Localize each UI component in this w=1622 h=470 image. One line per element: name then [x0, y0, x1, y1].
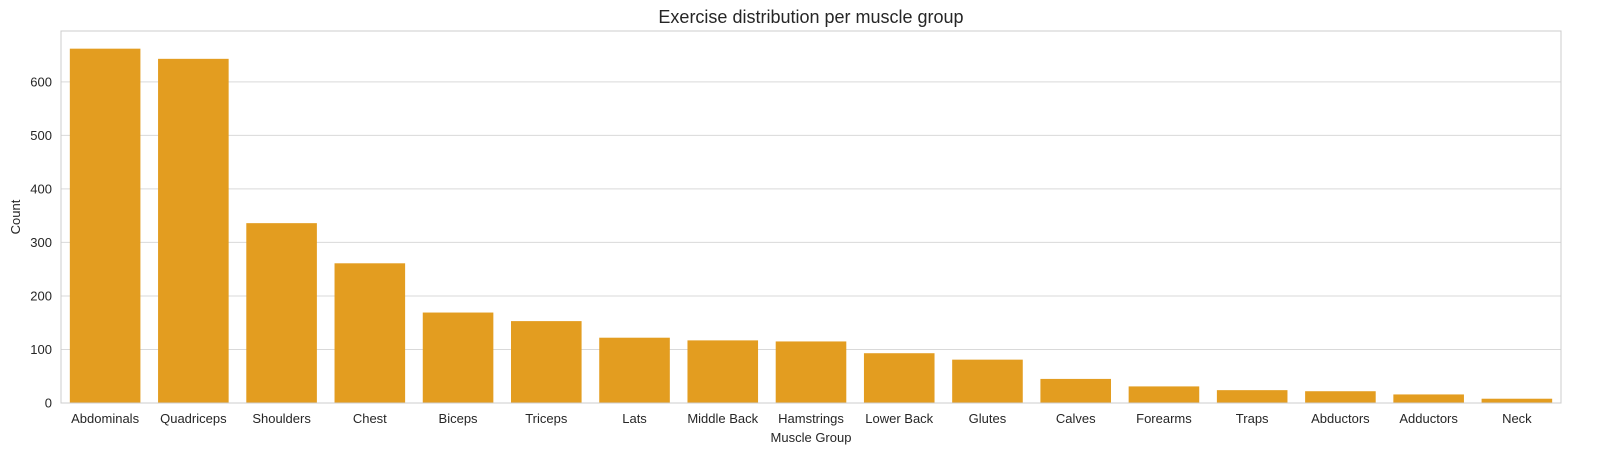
x-tick-label: Lower Back [865, 411, 933, 426]
bar-forearms [1128, 386, 1200, 403]
x-tick-label: Calves [1056, 411, 1096, 426]
x-tick-label: Abdominals [71, 411, 139, 426]
x-tick-label: Triceps [525, 411, 568, 426]
x-tick-label: Forearms [1136, 411, 1192, 426]
x-tick-label: Neck [1502, 411, 1532, 426]
bar-abdominals [69, 48, 141, 404]
x-axis-label: Muscle Group [771, 430, 852, 445]
y-tick-labels: 0 100 200 300 400 500 600 [30, 74, 52, 410]
y-tick-label: 0 [45, 396, 52, 411]
bar-biceps [422, 312, 494, 403]
bars [69, 48, 1553, 404]
bar-chest [334, 263, 406, 403]
x-tick-label: Shoulders [252, 411, 311, 426]
bar-quadriceps [158, 58, 229, 403]
bar-shoulders [246, 223, 317, 403]
x-tick-label: Traps [1236, 411, 1269, 426]
y-tick-label: 600 [30, 74, 52, 89]
y-tick-label: 500 [30, 128, 52, 143]
y-tick-label: 100 [30, 342, 52, 357]
y-tick-label: 200 [30, 288, 52, 303]
y-axis-label: Count [8, 199, 23, 234]
plot-frame [60, 30, 1562, 404]
x-tick-label: Adductors [1399, 411, 1458, 426]
x-tick-label: Middle Back [687, 411, 758, 426]
x-tick-label: Glutes [969, 411, 1007, 426]
bar-lower-back [863, 353, 935, 403]
x-tick-label: Lats [622, 411, 647, 426]
bar-hamstrings [775, 341, 847, 403]
x-tick-label: Abductors [1311, 411, 1370, 426]
x-tick-label: Quadriceps [160, 411, 227, 426]
x-tick-label: Chest [353, 411, 387, 426]
bar-calves [1040, 378, 1111, 403]
x-tick-labels: Abdominals Quadriceps Shoulders Chest Biceps… [71, 411, 1532, 426]
y-tick-label: 300 [30, 235, 52, 250]
x-tick-label: Hamstrings [778, 411, 844, 426]
bar-lats [599, 337, 670, 403]
bar-traps [1216, 390, 1288, 403]
x-tick-label: Biceps [439, 411, 479, 426]
bar-neck [1481, 398, 1553, 403]
bar-adductors [1393, 394, 1464, 403]
bar-abductors [1305, 391, 1376, 403]
bar-glutes [952, 359, 1023, 403]
chart-title: Exercise distribution per muscle group [658, 7, 963, 27]
bar-triceps [511, 321, 582, 403]
y-tick-label: 400 [30, 181, 52, 196]
bar-middle-back [687, 340, 759, 403]
